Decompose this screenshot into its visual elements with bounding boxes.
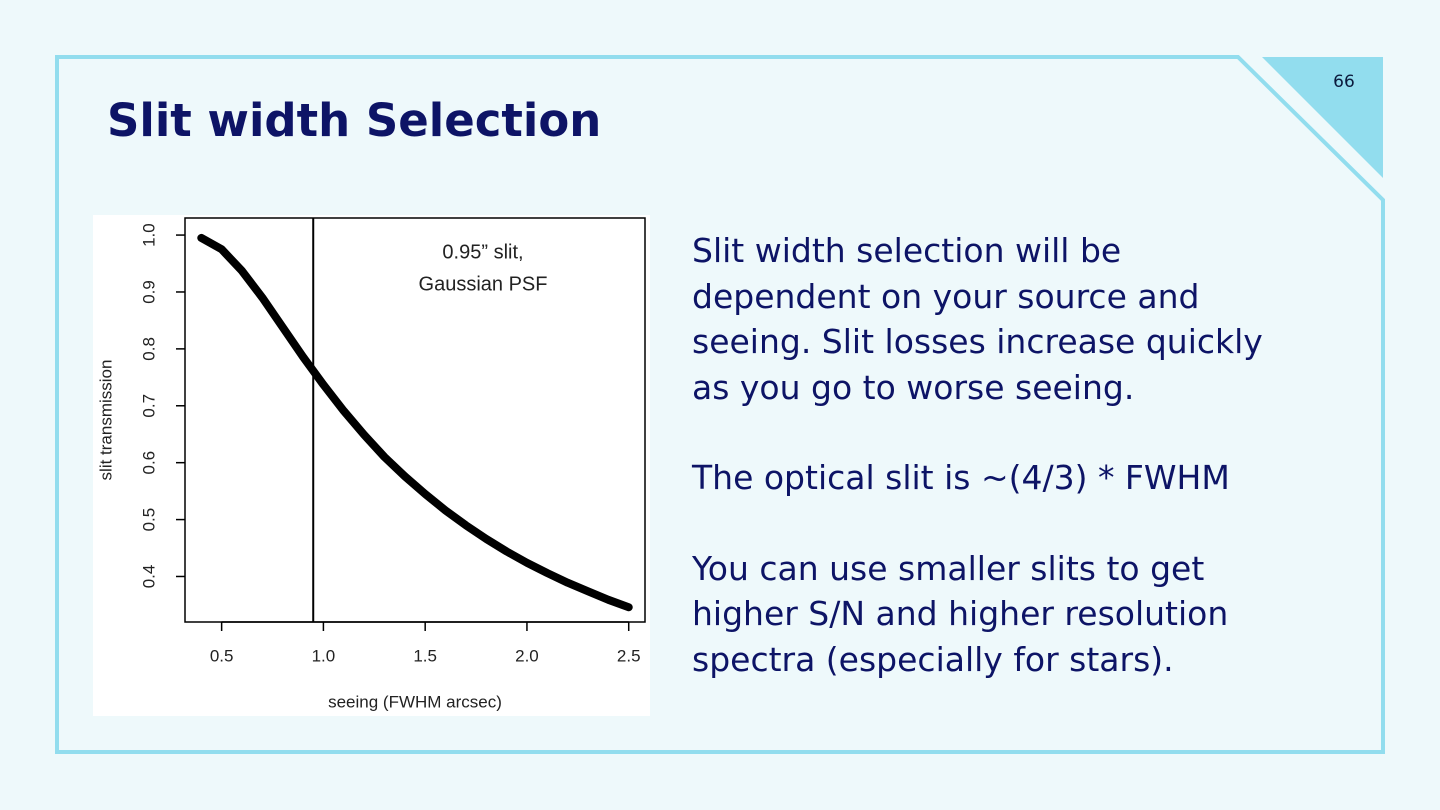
paragraph: You can use smaller slits to get higher S…	[692, 546, 1263, 683]
y-tick-label: 0.9	[139, 280, 158, 304]
x-tick-label: 1.5	[413, 646, 437, 665]
y-tick-label: 0.8	[139, 337, 158, 361]
text-line: as you go to worse seeing.	[692, 367, 1135, 407]
y-tick-label: 0.4	[139, 565, 158, 589]
corner-triangle	[1262, 57, 1383, 178]
annotation: Gaussian PSF	[419, 273, 548, 295]
frame-border	[55, 55, 1385, 754]
data-line	[197, 233, 633, 612]
y-tick-label: 1.0	[139, 223, 158, 247]
text-line: spectra (especially for stars).	[692, 639, 1174, 679]
text-line: You can use smaller slits to get	[692, 548, 1205, 588]
x-tick-label: 2.0	[515, 646, 539, 665]
chart: 0.5 1.0 1.5 2.0 2.5 0.4 0.5 0.6 0.7 0.8 0.9 1.0 seei…	[93, 215, 650, 716]
text-line: Slit width selection will be	[692, 231, 1122, 270]
page-number: 66	[1333, 72, 1355, 92]
slide-title: Slit width Selection	[107, 94, 602, 147]
x-tick-label: 2.5	[617, 646, 641, 665]
text-line: higher S/N and higher resolution	[692, 594, 1229, 633]
annotation: 0.95” slit,	[442, 241, 523, 263]
y-tick-label: 0.5	[139, 508, 158, 532]
y-axis-label: slit transmission	[96, 360, 115, 481]
text-line: dependent on your source and	[692, 276, 1200, 316]
x-tick-label: 0.5	[210, 646, 234, 665]
x-axis-label: seeing (FWHM arcsec)	[328, 692, 502, 711]
text-line: seeing. Slit losses increase quickly	[692, 322, 1263, 361]
y-tick-label: 0.7	[139, 394, 158, 418]
paragraph: The optical slit is ~(4/3) * FWHM	[692, 455, 1263, 501]
x-tick-label: 1.0	[312, 646, 336, 665]
plot-box	[184, 217, 646, 623]
text-line: The optical slit is ~(4/3) * FWHM	[692, 458, 1230, 497]
y-tick-label: 0.6	[139, 451, 158, 475]
body-text: Slit width selection will be dependent on…	[692, 228, 1263, 727]
paragraph: Slit width selection will be dependent on…	[692, 228, 1263, 410]
